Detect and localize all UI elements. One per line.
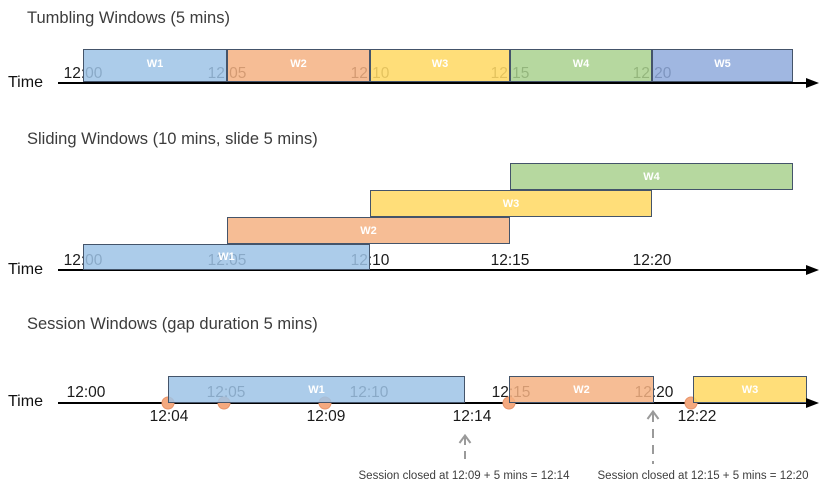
event-time-label-1222: 12:22 [677,408,717,425]
tumbling-window-w5: W5 [652,49,793,82]
window-label: W2 [290,58,307,70]
window-label: W5 [714,58,731,70]
sliding-window-w2: W2 [227,217,510,244]
sliding-tick-1220: 12:20 [632,252,672,269]
tumbling-axis-arrowhead-icon [806,78,819,88]
window-label: W1 [146,58,164,70]
tumbling-window-w1: W1 [83,49,227,82]
sliding-window-w3: W3 [370,190,652,217]
session-close-label-1214: 12:14 [452,408,492,425]
window-label: W3 [431,58,449,70]
session-close-annotation-2: Session closed at 12:15 + 5 mins = 12:20 [597,470,809,482]
session-close-arrow-icon [646,410,660,464]
event-time-label-1209: 12:09 [306,408,346,425]
session-axis-arrowhead-icon [806,398,819,408]
sliding-axis-arrowhead-icon [806,265,819,275]
sliding-section-title: Sliding Windows (10 mins, slide 5 mins) [27,130,318,148]
session-window-w3: W3 [693,376,807,403]
session-window-w2: W2 [509,376,654,403]
session-axis-time-label: Time [8,393,43,410]
session-close-annotation-1: Session closed at 12:09 + 5 mins = 12:14 [358,470,570,482]
tumbling-axis-time-label: Time [8,74,43,91]
window-label: W3 [502,198,520,210]
session-tick-1200: 12:00 [66,384,106,401]
session-section-title: Session Windows (gap duration 5 mins) [27,315,318,333]
tumbling-window-w4: W4 [510,49,652,82]
window-label: W4 [643,171,660,183]
sliding-window-w4: W4 [510,163,793,190]
session-window-w1: W1 [168,376,465,403]
session-close-arrow-icon [458,434,472,464]
sliding-tick-1215: 12:15 [490,252,530,269]
tumbling-section-title: Tumbling Windows (5 mins) [27,9,230,27]
tumbling-time-axis [58,82,808,84]
event-time-label-1204: 12:04 [149,408,189,425]
window-label: W2 [360,225,377,237]
sliding-time-axis [58,269,808,271]
session-time-axis [58,402,808,404]
window-label: W4 [572,58,590,70]
sliding-axis-time-label: Time [8,261,43,278]
window-label: W1 [218,251,235,263]
tumbling-window-w2: W2 [227,49,370,82]
window-label: W3 [741,384,759,396]
window-label: W1 [308,384,325,396]
tumbling-window-w3: W3 [370,49,510,82]
sliding-window-w1: W1 [83,244,370,270]
window-label: W2 [573,384,590,396]
